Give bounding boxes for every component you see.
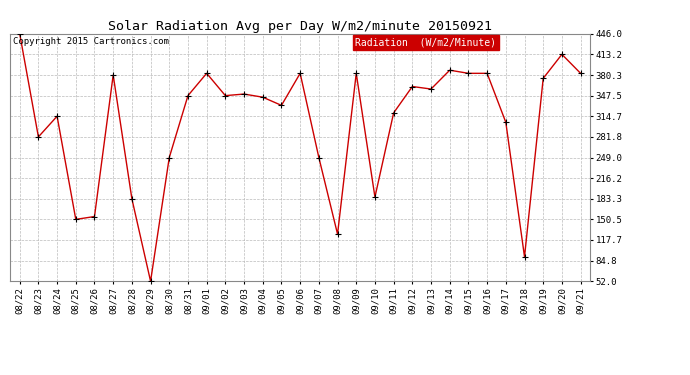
Text: Radiation  (W/m2/Minute): Radiation (W/m2/Minute) (355, 38, 496, 48)
Title: Solar Radiation Avg per Day W/m2/minute 20150921: Solar Radiation Avg per Day W/m2/minute … (108, 20, 492, 33)
Text: Copyright 2015 Cartronics.com: Copyright 2015 Cartronics.com (13, 38, 169, 46)
